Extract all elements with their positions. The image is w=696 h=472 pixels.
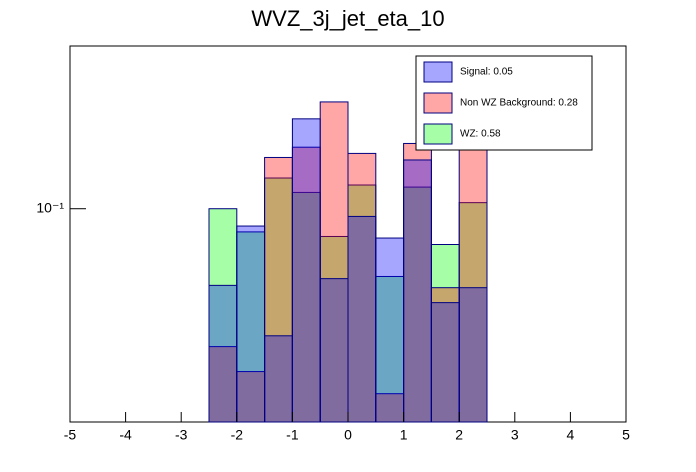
chart-title: WVZ_3j_jet_eta_10: [251, 6, 444, 31]
bar: [347, 152, 377, 423]
x-tick-label: 3: [511, 427, 519, 443]
legend-label: Signal: 0.05: [460, 67, 513, 78]
bar: [236, 231, 266, 423]
bar: [208, 346, 238, 423]
x-tick-label: -3: [175, 427, 188, 443]
x-tick-label: 0: [344, 427, 352, 443]
legend-label: WZ: 0.58: [460, 129, 501, 140]
bar: [319, 101, 349, 423]
bar: [291, 118, 321, 423]
bar: [375, 393, 405, 423]
bar: [236, 225, 266, 423]
bar: [375, 237, 405, 423]
legend-swatch: [423, 92, 453, 114]
x-tick-label: -2: [231, 427, 244, 443]
x-tick-label: -4: [119, 427, 132, 443]
bar: [264, 335, 293, 423]
legend-box: [415, 55, 593, 151]
bar: [403, 142, 432, 423]
x-tick-label: 5: [622, 427, 630, 443]
y-tick-label: 10⁻¹: [36, 199, 64, 215]
bar: [430, 244, 460, 423]
bar: [291, 146, 321, 423]
bar: [403, 159, 432, 423]
bar: [458, 287, 488, 423]
bar: [208, 284, 238, 423]
bar: [430, 302, 460, 423]
legend-label: Non WZ Background: 0.28: [460, 98, 578, 109]
x-tick-label: 1: [400, 427, 408, 443]
x-tick-label: 4: [567, 427, 575, 443]
bar: [347, 215, 377, 423]
x-tick-label: -5: [64, 427, 77, 443]
legend-swatch: [423, 123, 453, 145]
x-tick-label: -1: [286, 427, 299, 443]
bar: [319, 278, 349, 423]
legend-swatch: [423, 61, 453, 83]
x-tick-label: 2: [455, 427, 463, 443]
